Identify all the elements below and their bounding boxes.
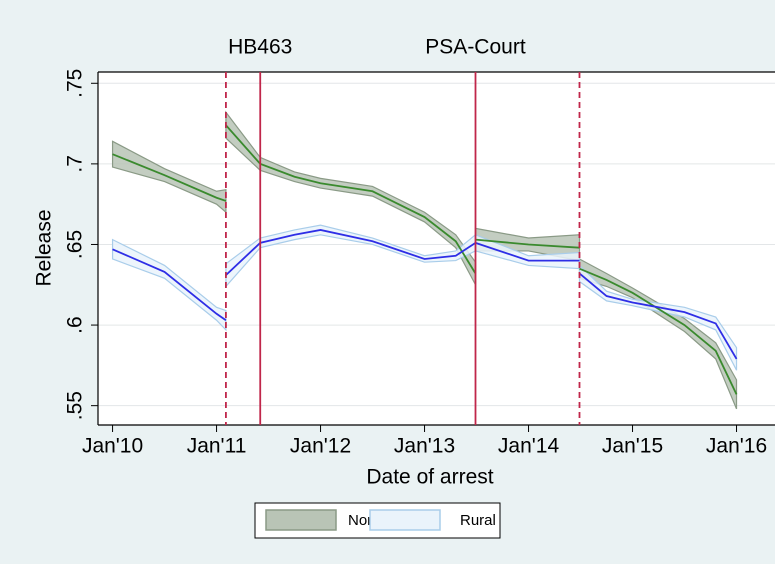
legend-swatch [265, 509, 337, 531]
series-line [112, 229, 738, 360]
legend-label: Rural [460, 512, 496, 529]
y-tick-label: .55 [64, 391, 87, 420]
x-axis-label: Date of arrest [366, 466, 493, 489]
x-tick-label: Jan'14 [498, 435, 560, 458]
x-tick-label: Jan'15 [602, 435, 663, 458]
plot [98, 82, 775, 410]
event-label: PSA-Court [425, 36, 526, 59]
series-line [112, 124, 738, 395]
x-tick-label: Jan'12 [290, 435, 351, 458]
x-tick-label: Jan'11 [187, 435, 247, 458]
y-tick-label: .75 [64, 69, 87, 98]
plot-area [98, 72, 775, 425]
y-tick-label: .7 [64, 155, 87, 173]
y-tick-label: .6 [64, 316, 87, 334]
x-tick-label: Jan'13 [394, 435, 455, 458]
confidence-band [578, 264, 738, 371]
event-label: HB463 [228, 36, 292, 59]
x-tick-label: Jan'16 [706, 435, 767, 458]
legend-swatch [369, 509, 441, 531]
y-tick-label: .65 [64, 230, 87, 259]
y-axis-label: Release [33, 209, 56, 286]
confidence-band [578, 257, 738, 410]
x-tick-label: Jan'10 [82, 435, 143, 458]
